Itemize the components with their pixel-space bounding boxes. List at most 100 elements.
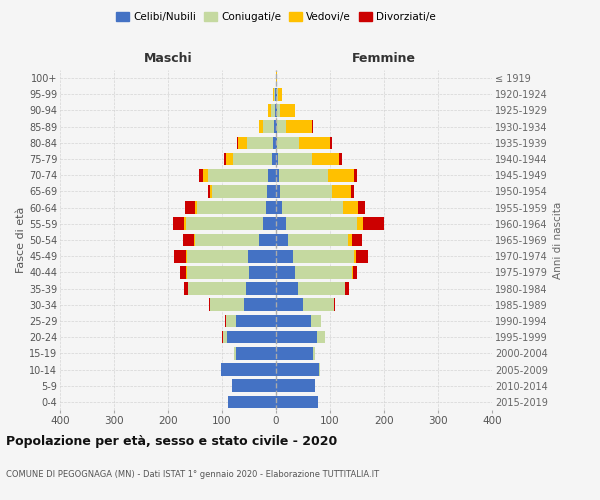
Bar [276, 380, 315, 392]
Bar [286, 218, 357, 230]
Bar [279, 169, 328, 181]
Bar [343, 202, 358, 214]
Bar [248, 250, 276, 262]
Bar [319, 363, 320, 376]
Bar [236, 136, 238, 149]
Bar [186, 218, 263, 230]
Bar [276, 396, 318, 408]
Bar [313, 347, 315, 360]
Bar [317, 331, 325, 344]
Bar [185, 202, 195, 214]
Bar [295, 266, 352, 278]
Bar [259, 120, 263, 133]
Bar [275, 104, 276, 117]
Bar [276, 331, 317, 344]
Bar [227, 331, 276, 344]
Bar [238, 136, 247, 149]
Bar [334, 298, 335, 311]
Bar [276, 169, 279, 181]
Bar [209, 298, 210, 311]
Bar [276, 250, 293, 262]
Bar [288, 234, 349, 246]
Bar [173, 218, 184, 230]
Bar [226, 314, 235, 328]
Bar [266, 202, 276, 214]
Bar [272, 152, 276, 166]
Bar [354, 250, 356, 262]
Bar [184, 218, 186, 230]
Bar [283, 202, 343, 214]
Text: Maschi: Maschi [143, 52, 193, 65]
Bar [268, 169, 276, 181]
Bar [208, 185, 210, 198]
Bar [354, 169, 357, 181]
Bar [276, 347, 313, 360]
Bar [276, 266, 295, 278]
Bar [259, 234, 276, 246]
Bar [226, 152, 233, 166]
Bar [186, 266, 187, 278]
Bar [311, 152, 338, 166]
Bar [356, 250, 368, 262]
Bar [352, 266, 353, 278]
Bar [221, 363, 276, 376]
Bar [364, 218, 384, 230]
Bar [276, 314, 311, 328]
Bar [349, 234, 352, 246]
Bar [197, 202, 266, 214]
Bar [345, 282, 349, 295]
Text: Popolazione per età, sesso e stato civile - 2020: Popolazione per età, sesso e stato civil… [6, 435, 337, 448]
Bar [338, 152, 342, 166]
Bar [299, 136, 330, 149]
Bar [332, 185, 351, 198]
Bar [277, 104, 280, 117]
Bar [276, 234, 288, 246]
Bar [199, 169, 203, 181]
Bar [293, 250, 354, 262]
Bar [276, 282, 298, 295]
Bar [203, 169, 208, 181]
Bar [278, 152, 311, 166]
Bar [357, 218, 364, 230]
Bar [276, 152, 278, 166]
Bar [249, 266, 276, 278]
Bar [271, 104, 275, 117]
Bar [351, 185, 354, 198]
Bar [330, 136, 332, 149]
Bar [352, 234, 362, 246]
Bar [274, 88, 275, 101]
Bar [187, 250, 248, 262]
Bar [268, 185, 276, 198]
Legend: Celibi/Nubili, Coniugati/e, Vedovi/e, Divorziati/e: Celibi/Nubili, Coniugati/e, Vedovi/e, Di… [112, 8, 440, 26]
Bar [277, 136, 299, 149]
Text: Femmine: Femmine [352, 52, 416, 65]
Bar [303, 298, 334, 311]
Bar [358, 202, 365, 214]
Bar [184, 282, 188, 295]
Bar [195, 234, 259, 246]
Bar [276, 363, 319, 376]
Bar [276, 120, 277, 133]
Bar [276, 218, 286, 230]
Bar [224, 314, 226, 328]
Bar [208, 169, 268, 181]
Bar [278, 88, 282, 101]
Bar [276, 202, 283, 214]
Bar [276, 136, 277, 149]
Bar [195, 202, 197, 214]
Bar [263, 218, 276, 230]
Bar [276, 298, 303, 311]
Bar [181, 266, 186, 278]
Bar [328, 169, 354, 181]
Bar [276, 185, 280, 198]
Bar [235, 347, 276, 360]
Bar [268, 104, 271, 117]
Bar [224, 152, 226, 166]
Bar [311, 120, 313, 133]
Bar [286, 120, 311, 133]
Bar [212, 185, 268, 198]
Bar [223, 331, 227, 344]
Bar [274, 136, 276, 149]
Bar [235, 314, 276, 328]
Bar [280, 104, 295, 117]
